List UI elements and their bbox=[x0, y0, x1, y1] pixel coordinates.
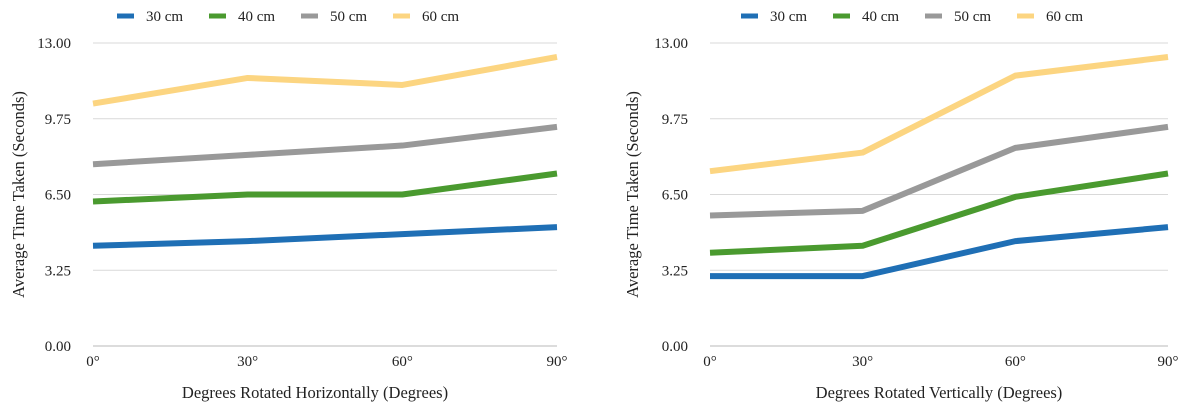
y-tick-label: 6.50 bbox=[45, 188, 71, 204]
y-tick-label: 9.75 bbox=[662, 112, 688, 128]
legend-item: 40 cm bbox=[833, 9, 899, 25]
legend-item: 60 cm bbox=[1017, 9, 1083, 25]
legend-label: 40 cm bbox=[862, 9, 899, 25]
legend-item: 60 cm bbox=[393, 9, 459, 25]
x-tick-label: 60° bbox=[1005, 354, 1026, 370]
series-line-30-cm bbox=[92, 224, 558, 249]
series-line-60-cm bbox=[709, 54, 1169, 175]
y-tick-label: 0.00 bbox=[662, 339, 688, 355]
x-tick-label: 60° bbox=[392, 354, 413, 370]
x-tick-label: 0° bbox=[703, 354, 717, 370]
y-axis-label: Average Time Taken (Seconds) bbox=[9, 91, 28, 298]
legend-item: 30 cm bbox=[117, 9, 183, 25]
x-tick-label: 30° bbox=[237, 354, 258, 370]
legend-label: 60 cm bbox=[1046, 9, 1083, 25]
y-tick-label: 13.00 bbox=[654, 36, 688, 52]
x-tick-label: 30° bbox=[852, 354, 873, 370]
legend-label: 50 cm bbox=[330, 9, 367, 25]
series-line-60-cm bbox=[92, 54, 558, 107]
y-tick-label: 3.25 bbox=[45, 263, 71, 279]
y-axis-label: Average Time Taken (Seconds) bbox=[623, 91, 642, 298]
legend-item: 50 cm bbox=[925, 9, 991, 25]
chart-right-svg: 0.00 3.25 6.50 9.75 13.00 0° 30° 60° 90° 30 cm 40 … bbox=[623, 9, 1179, 402]
x-tick-label: 0° bbox=[86, 354, 100, 370]
chart-right-vertical-rotation: 0.00 3.25 6.50 9.75 13.00 0° 30° 60° 90° 30 cm 40 … bbox=[593, 0, 1186, 407]
legend-item: 50 cm bbox=[301, 9, 367, 25]
y-tick-label: 13.00 bbox=[37, 36, 71, 52]
series-line-50-cm bbox=[92, 123, 558, 168]
y-tick-label: 0.00 bbox=[45, 339, 71, 355]
legend-label: 30 cm bbox=[146, 9, 183, 25]
series-line-50-cm bbox=[709, 123, 1169, 219]
series-line-30-cm bbox=[710, 224, 1169, 280]
y-tick-label: 3.25 bbox=[662, 263, 688, 279]
y-tick-label: 6.50 bbox=[662, 188, 688, 204]
legend-item: 40 cm bbox=[209, 9, 275, 25]
x-tick-label: 90° bbox=[547, 354, 568, 370]
series-line-40-cm bbox=[92, 170, 558, 205]
legend-item: 30 cm bbox=[741, 9, 807, 25]
legend-label: 60 cm bbox=[422, 9, 459, 25]
x-axis-label: Degrees Rotated Vertically (Degrees) bbox=[816, 383, 1063, 402]
chart-left-svg: 0.00 3.25 6.50 9.75 13.00 0° 30° 60° 90° 30 cm 40 … bbox=[9, 9, 568, 402]
legend-label: 50 cm bbox=[954, 9, 991, 25]
x-tick-label: 90° bbox=[1158, 354, 1179, 370]
legend-label: 40 cm bbox=[238, 9, 275, 25]
y-tick-label: 9.75 bbox=[45, 112, 71, 128]
series-line-40-cm bbox=[709, 170, 1169, 256]
x-axis-label: Degrees Rotated Horizontally (Degrees) bbox=[182, 383, 448, 402]
legend-label: 30 cm bbox=[770, 9, 807, 25]
chart-left-horizontal-rotation: 0.00 3.25 6.50 9.75 13.00 0° 30° 60° 90° 30 cm 40 … bbox=[9, 9, 568, 402]
